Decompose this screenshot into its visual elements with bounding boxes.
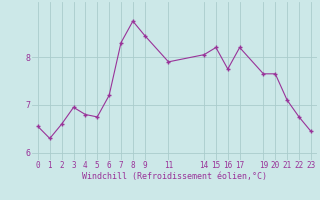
X-axis label: Windchill (Refroidissement éolien,°C): Windchill (Refroidissement éolien,°C) — [82, 172, 267, 181]
